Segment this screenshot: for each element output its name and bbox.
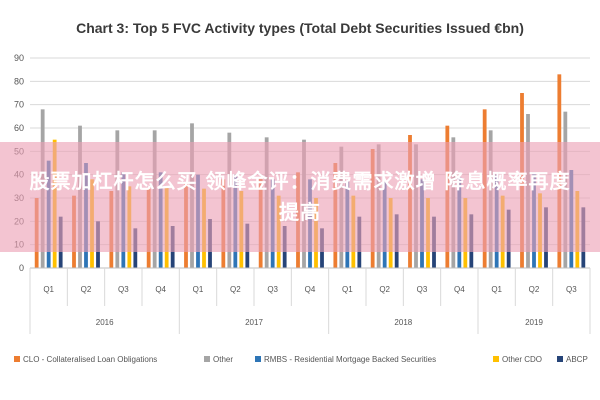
legend-swatch: [557, 356, 563, 362]
x-category-label: Q1: [342, 285, 353, 294]
legend-swatch: [204, 356, 210, 362]
x-axis-years: 2016 2017 2018 2019: [29, 306, 591, 334]
x-category-label: Q3: [417, 285, 428, 294]
overlay-banner: 股票加杠杆怎么买 领峰金评：消费需求激增 降息概率再度提高: [0, 142, 600, 252]
legend-label: Other CDO: [502, 355, 542, 364]
legend-swatch: [14, 356, 20, 362]
x-category-label: Q1: [43, 285, 54, 294]
legend-label: CLO - Collateralised Loan Obligations: [23, 355, 157, 364]
y-tick-label: 70: [14, 100, 24, 110]
legend-label: ABCP: [566, 355, 588, 364]
x-group-label: 2019: [525, 318, 543, 327]
legend-swatch: [255, 356, 261, 362]
x-category-label: Q1: [193, 285, 204, 294]
x-category-label: Q4: [155, 285, 166, 294]
overlay-banner-text[interactable]: 股票加杠杆怎么买 领峰金评：消费需求激增 降息概率再度提高: [29, 169, 571, 224]
x-category-label: Q3: [118, 285, 129, 294]
x-category-label: Q3: [566, 285, 577, 294]
x-category-label: Q2: [81, 285, 92, 294]
legend-swatch: [493, 356, 499, 362]
x-category-label: Q1: [491, 285, 502, 294]
y-tick-label: 80: [14, 76, 24, 86]
chart-title: Chart 3: Top 5 FVC Activity types (Total…: [76, 20, 524, 36]
x-group-label: 2016: [96, 318, 114, 327]
legend-label: RMBS - Residential Mortgage Backed Secur…: [264, 355, 436, 364]
legend: CLO - Collateralised Loan Obligations Oth…: [14, 355, 588, 364]
x-category-label: Q2: [529, 285, 540, 294]
x-group-label: 2017: [245, 318, 263, 327]
y-tick-label: 90: [14, 53, 24, 63]
x-category-label: Q4: [454, 285, 465, 294]
x-category-label: Q4: [305, 285, 316, 294]
x-category-label: Q2: [230, 285, 241, 294]
y-tick-label: 0: [19, 263, 24, 273]
x-group-label: 2018: [394, 318, 412, 327]
legend-label: Other: [213, 355, 233, 364]
x-category-label: Q3: [267, 285, 278, 294]
y-tick-label: 60: [14, 123, 24, 133]
x-axis-categories: Q1 Q2 Q3 Q4 Q1 Q2 Q3 Q4 Q1 Q2 Q3 Q4 Q1 Q2 Q3: [29, 268, 591, 306]
x-category-label: Q2: [379, 285, 390, 294]
